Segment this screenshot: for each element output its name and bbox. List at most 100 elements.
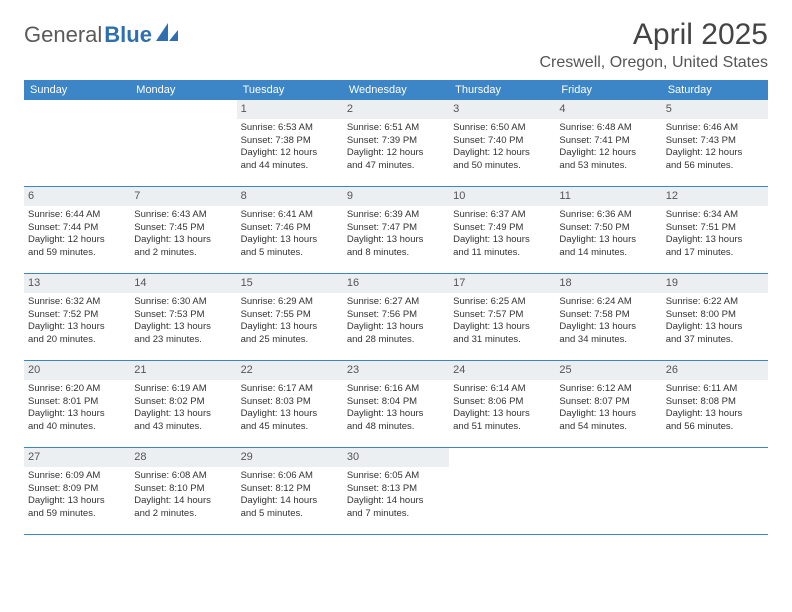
day-number: 10 [449,187,555,206]
day2-text: and 25 minutes. [241,334,339,347]
weekday-header-row: Sunday Monday Tuesday Wednesday Thursday… [24,80,768,100]
sunset-text: Sunset: 8:02 PM [134,396,232,409]
location-text: Creswell, Oregon, United States [539,54,768,72]
day-number: 4 [555,100,661,119]
day2-text: and 28 minutes. [347,334,445,347]
day2-text: and 2 minutes. [134,508,232,521]
day1-text: Daylight: 13 hours [559,321,657,334]
day2-text: and 40 minutes. [28,421,126,434]
day-cell: 11Sunrise: 6:36 AMSunset: 7:50 PMDayligh… [555,187,661,273]
day-number: 2 [343,100,449,119]
day-number: 9 [343,187,449,206]
day-cell [555,448,661,534]
weekday-header: Saturday [662,80,768,100]
title-block: April 2025 Creswell, Oregon, United Stat… [539,18,768,72]
sunset-text: Sunset: 8:04 PM [347,396,445,409]
day1-text: Daylight: 13 hours [134,408,232,421]
week-row: 6Sunrise: 6:44 AMSunset: 7:44 PMDaylight… [24,187,768,274]
sunset-text: Sunset: 7:56 PM [347,309,445,322]
day-cell: 19Sunrise: 6:22 AMSunset: 8:00 PMDayligh… [662,274,768,360]
week-row: 1Sunrise: 6:53 AMSunset: 7:38 PMDaylight… [24,100,768,187]
sunrise-text: Sunrise: 6:27 AM [347,296,445,309]
sunrise-text: Sunrise: 6:17 AM [241,383,339,396]
day-number: 6 [24,187,130,206]
day-cell: 27Sunrise: 6:09 AMSunset: 8:09 PMDayligh… [24,448,130,534]
sunrise-text: Sunrise: 6:06 AM [241,470,339,483]
sunrise-text: Sunrise: 6:48 AM [559,122,657,135]
day-cell: 21Sunrise: 6:19 AMSunset: 8:02 PMDayligh… [130,361,236,447]
sunset-text: Sunset: 8:01 PM [28,396,126,409]
day-number: 23 [343,361,449,380]
brand-text-blue: Blue [104,22,152,48]
sunrise-text: Sunrise: 6:44 AM [28,209,126,222]
sunset-text: Sunset: 7:46 PM [241,222,339,235]
sunrise-text: Sunrise: 6:34 AM [666,209,764,222]
day1-text: Daylight: 13 hours [666,321,764,334]
sunset-text: Sunset: 8:06 PM [453,396,551,409]
day1-text: Daylight: 14 hours [134,495,232,508]
sunrise-text: Sunrise: 6:43 AM [134,209,232,222]
sunrise-text: Sunrise: 6:51 AM [347,122,445,135]
day1-text: Daylight: 13 hours [134,234,232,247]
sunrise-text: Sunrise: 6:50 AM [453,122,551,135]
sunset-text: Sunset: 7:51 PM [666,222,764,235]
sunrise-text: Sunrise: 6:09 AM [28,470,126,483]
day-cell: 16Sunrise: 6:27 AMSunset: 7:56 PMDayligh… [343,274,449,360]
day2-text: and 5 minutes. [241,247,339,260]
day-number: 30 [343,448,449,467]
sunset-text: Sunset: 7:50 PM [559,222,657,235]
day-number: 12 [662,187,768,206]
day-cell: 26Sunrise: 6:11 AMSunset: 8:08 PMDayligh… [662,361,768,447]
sunrise-text: Sunrise: 6:11 AM [666,383,764,396]
sunrise-text: Sunrise: 6:37 AM [453,209,551,222]
sunrise-text: Sunrise: 6:32 AM [28,296,126,309]
day1-text: Daylight: 14 hours [347,495,445,508]
weekday-header: Wednesday [343,80,449,100]
day-number: 8 [237,187,343,206]
day-cell: 12 Sunrise: 6:34 AMSunset: 7:51 PMDayligh… [662,187,768,273]
day-cell: 9Sunrise: 6:39 AMSunset: 7:47 PMDaylight… [343,187,449,273]
day2-text: and 14 minutes. [559,247,657,260]
calendar: Sunday Monday Tuesday Wednesday Thursday… [24,80,768,535]
page-title: April 2025 [539,18,768,52]
weekday-header: Monday [130,80,236,100]
day1-text: Daylight: 13 hours [28,408,126,421]
day2-text: and 7 minutes. [347,508,445,521]
sunrise-text: Sunrise: 6:53 AM [241,122,339,135]
sunrise-text: Sunrise: 6:25 AM [453,296,551,309]
day-number: 7 [130,187,236,206]
sunset-text: Sunset: 7:38 PM [241,135,339,148]
day-cell: 5Sunrise: 6:46 AMSunset: 7:43 PMDaylight… [662,100,768,186]
day-cell: 4Sunrise: 6:48 AMSunset: 7:41 PMDaylight… [555,100,661,186]
day-cell: 15Sunrise: 6:29 AMSunset: 7:55 PMDayligh… [237,274,343,360]
sunrise-text: Sunrise: 6:14 AM [453,383,551,396]
day2-text: and 59 minutes. [28,247,126,260]
day2-text: and 8 minutes. [347,247,445,260]
weekday-header: Tuesday [237,80,343,100]
day1-text: Daylight: 14 hours [241,495,339,508]
day-cell: 17Sunrise: 6:25 AMSunset: 7:57 PMDayligh… [449,274,555,360]
day1-text: Daylight: 13 hours [559,234,657,247]
day-cell: 30Sunrise: 6:05 AMSunset: 8:13 PMDayligh… [343,448,449,534]
day-cell: 23Sunrise: 6:16 AMSunset: 8:04 PMDayligh… [343,361,449,447]
day-number: 27 [24,448,130,467]
day1-text: Daylight: 13 hours [28,321,126,334]
day2-text: and 31 minutes. [453,334,551,347]
day-number: 3 [449,100,555,119]
sunrise-text: Sunrise: 6:39 AM [347,209,445,222]
day1-text: Daylight: 13 hours [347,234,445,247]
day-cell [662,448,768,534]
day1-text: Daylight: 13 hours [666,408,764,421]
brand-text-general: General [24,22,102,48]
sunset-text: Sunset: 8:12 PM [241,483,339,496]
sunset-text: Sunset: 7:45 PM [134,222,232,235]
sunset-text: Sunset: 7:55 PM [241,309,339,322]
day2-text: and 23 minutes. [134,334,232,347]
day1-text: Daylight: 13 hours [241,408,339,421]
week-row: 27Sunrise: 6:09 AMSunset: 8:09 PMDayligh… [24,448,768,535]
weekday-header: Sunday [24,80,130,100]
day1-text: Daylight: 13 hours [666,234,764,247]
day2-text: and 53 minutes. [559,160,657,173]
day2-text: and 47 minutes. [347,160,445,173]
day-cell: 3Sunrise: 6:50 AMSunset: 7:40 PMDaylight… [449,100,555,186]
